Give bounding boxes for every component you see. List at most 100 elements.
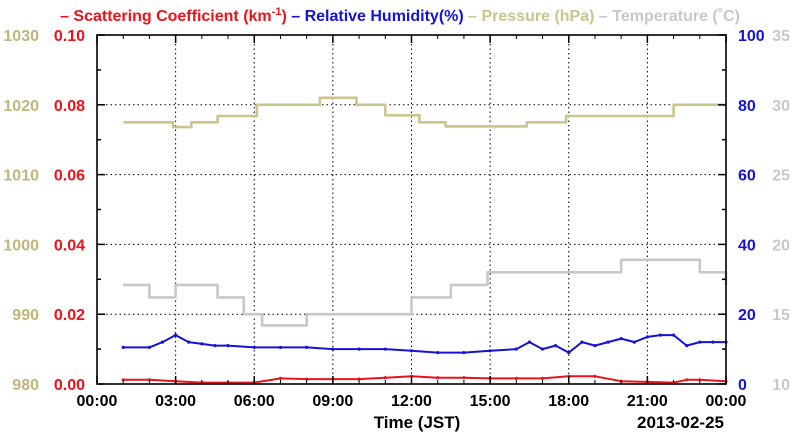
x-axis-label: Time (JST) <box>374 413 461 432</box>
x-tick-label: 03:00 <box>155 393 196 410</box>
data-point-humidity <box>174 333 178 337</box>
scattering-tick-label: 0.02 <box>54 307 85 324</box>
data-point-humidity <box>462 351 466 355</box>
axes: 00:00 03:00 06:00 09:00 12:00 15:00 18:00 21:00… <box>3 28 790 410</box>
data-point-humidity <box>147 345 151 349</box>
data-point-humidity <box>200 342 204 346</box>
data-point-scattering <box>436 376 440 380</box>
data-point-humidity <box>632 340 636 344</box>
data-point-scattering <box>540 376 545 380</box>
x-tick-label: 00:00 <box>706 393 747 410</box>
humidity-tick-label: 40 <box>738 237 756 254</box>
data-point-humidity <box>645 335 650 339</box>
x-tick-label: 18:00 <box>548 393 589 410</box>
data-point-humidity <box>305 345 309 349</box>
humidity-tick-label: 100 <box>738 28 765 45</box>
legend-entry-rh: Relative Humidity(%) <box>305 8 464 25</box>
data-point-scattering <box>698 378 702 382</box>
plot-frame <box>96 34 727 385</box>
legend-entry-pres: Pressure (hPa) <box>482 8 595 25</box>
legend-superscript: -1 <box>272 6 282 18</box>
series-line-humidity <box>123 334 726 354</box>
x-tick-label: 06:00 <box>234 393 275 410</box>
data-point-humidity <box>711 340 715 344</box>
data-point-humidity <box>383 347 387 351</box>
humidity-tick-label: 80 <box>738 98 756 115</box>
data-point-scattering <box>593 374 597 378</box>
legend-entry-temp: Temperature (˚C) <box>612 8 740 25</box>
data-point-humidity <box>619 337 623 341</box>
data-point-scattering <box>357 377 361 381</box>
x-tick-label: 21:00 <box>627 393 668 410</box>
data-point-humidity <box>409 349 414 353</box>
data-point-humidity <box>554 344 558 348</box>
data-point-humidity <box>698 340 702 344</box>
data-point-humidity <box>331 347 335 351</box>
temperature-tick-label: 20 <box>772 237 790 254</box>
x-tick-label: 00:00 <box>77 393 118 410</box>
data-point-scattering <box>514 376 518 380</box>
humidity-tick-label: 0 <box>738 377 747 394</box>
data-point-scattering <box>278 376 283 380</box>
legend: – Scattering Coefficient (km-1) – Relati… <box>60 6 740 25</box>
data-point-humidity <box>606 340 610 344</box>
data-point-humidity <box>226 344 230 348</box>
humidity-tick-label: 60 <box>738 168 756 185</box>
data-point-humidity <box>187 340 191 344</box>
grid <box>97 35 726 384</box>
series-line-pressure <box>123 96 726 129</box>
pressure-tick-label: 1000 <box>3 237 39 254</box>
pressure-tick-label: 980 <box>12 377 39 394</box>
legend-swatch: – <box>464 8 482 25</box>
scattering-tick-label: 0.06 <box>54 168 85 185</box>
data-point-humidity <box>213 344 217 348</box>
data-point-humidity <box>121 345 125 349</box>
legend-tail: ) <box>281 8 286 25</box>
series-line-temperature <box>123 258 728 327</box>
pressure-tick-label: 990 <box>12 307 39 324</box>
data-point-humidity <box>685 344 689 348</box>
x-tick-label: 12:00 <box>391 393 432 410</box>
data-point-scattering <box>685 378 689 382</box>
data-point-humidity <box>278 345 283 349</box>
x-tick-label: 15:00 <box>470 393 511 410</box>
data-point-scattering <box>305 377 309 381</box>
series-line-scattering <box>123 375 727 384</box>
pressure-tick-label: 1010 <box>3 168 39 185</box>
temperature-tick-label: 30 <box>772 98 790 115</box>
x-tick-label: 09:00 <box>312 393 353 410</box>
series-layer <box>121 96 728 385</box>
legend-swatch: – <box>594 8 612 25</box>
data-point-humidity <box>593 344 597 348</box>
temperature-tick-label: 15 <box>772 307 790 324</box>
pressure-tick-label: 1020 <box>3 98 39 115</box>
legend-text: – Scattering Coefficient (km-1) – Relati… <box>60 6 740 25</box>
scattering-tick-label: 0.08 <box>54 98 85 115</box>
date-label: 2013-02-25 <box>637 413 724 432</box>
temperature-tick-label: 10 <box>772 377 790 394</box>
temperature-tick-label: 35 <box>772 28 790 45</box>
data-point-scattering <box>383 376 387 380</box>
scattering-tick-label: 0.00 <box>54 377 85 394</box>
legend-swatch: – <box>60 8 73 25</box>
data-point-humidity <box>672 333 676 337</box>
temperature-tick-label: 25 <box>772 168 790 185</box>
scattering-tick-label: 0.10 <box>54 28 85 45</box>
data-point-humidity <box>488 349 492 353</box>
data-point-scattering <box>121 378 125 382</box>
data-point-humidity <box>658 333 663 337</box>
data-point-scattering <box>147 378 151 382</box>
legend-swatch: – <box>287 8 305 25</box>
data-point-humidity <box>567 351 571 355</box>
data-point-humidity <box>252 345 256 349</box>
pressure-tick-label: 1030 <box>3 28 39 45</box>
data-point-humidity <box>357 347 361 351</box>
data-point-humidity <box>160 340 165 344</box>
humidity-tick-label: 20 <box>738 307 756 324</box>
data-point-scattering <box>462 376 466 380</box>
data-point-humidity <box>527 340 532 344</box>
scattering-tick-label: 0.04 <box>54 237 85 254</box>
data-point-humidity <box>514 347 518 351</box>
data-point-humidity <box>580 340 584 344</box>
